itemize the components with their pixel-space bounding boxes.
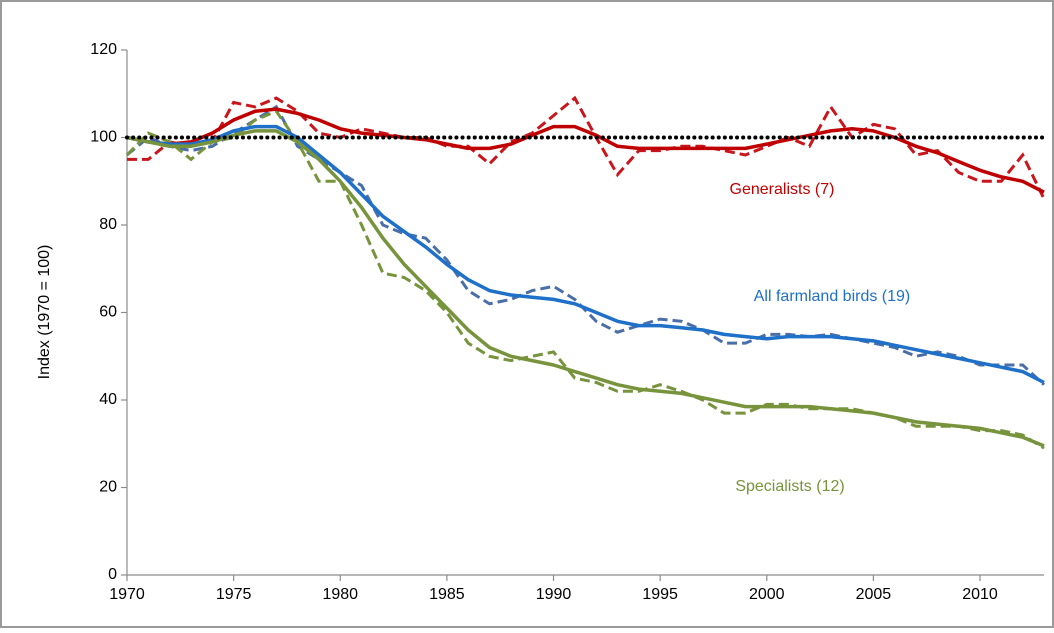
y-tick-label: 20 (99, 479, 117, 496)
y-tick-label: 100 (90, 129, 117, 146)
raw-line (127, 95, 1046, 200)
smoothed-line (126, 129, 1045, 448)
y-tick-label: 60 (99, 304, 117, 321)
x-tick-label: 1975 (216, 586, 252, 603)
y-tick-label: 80 (99, 216, 117, 233)
y-tick-label: 0 (108, 566, 117, 583)
x-tick-label: 1990 (536, 586, 572, 603)
series-label: Generalists (7) (730, 181, 835, 198)
x-tick-label: 2005 (856, 586, 892, 603)
x-tick-label: 1985 (429, 586, 465, 603)
x-tick-label: 1995 (642, 586, 678, 603)
x-tick-label: 1970 (109, 586, 145, 603)
x-tick-label: 1980 (322, 586, 358, 603)
y-tick-label: 40 (99, 391, 117, 408)
y-axis-label: Index (1970 = 100) (36, 245, 53, 380)
series-label: Specialists (12) (735, 478, 844, 495)
x-tick-label: 2000 (749, 586, 785, 603)
raw-line (126, 104, 1046, 386)
series-label: All farmland birds (19) (754, 288, 911, 305)
smoothed-line (126, 124, 1045, 385)
x-tick-label: 2010 (962, 586, 998, 603)
y-tick-label: 120 (90, 41, 117, 58)
